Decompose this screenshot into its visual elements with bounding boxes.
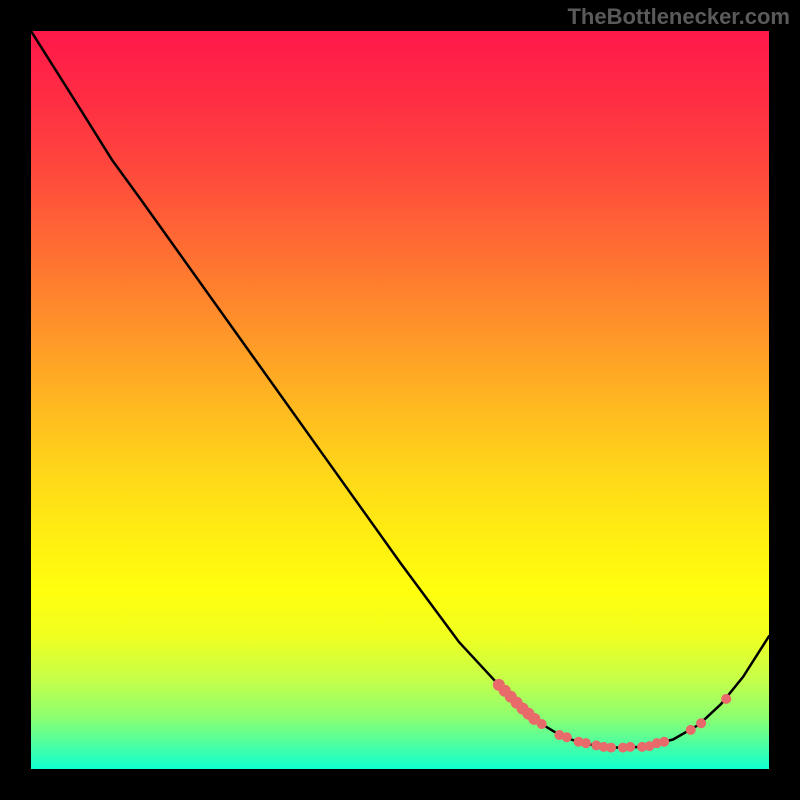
data-marker	[581, 738, 591, 748]
data-marker	[659, 737, 669, 747]
watermark-text: TheBottlenecker.com	[567, 4, 790, 30]
data-marker	[686, 725, 696, 735]
gradient-background	[31, 31, 769, 769]
data-marker	[537, 719, 547, 729]
data-marker	[625, 742, 635, 752]
chart-svg	[31, 31, 769, 769]
chart-area	[31, 31, 769, 769]
data-marker	[721, 694, 731, 704]
data-marker	[696, 718, 706, 728]
data-marker	[562, 732, 572, 742]
data-marker	[606, 743, 616, 753]
